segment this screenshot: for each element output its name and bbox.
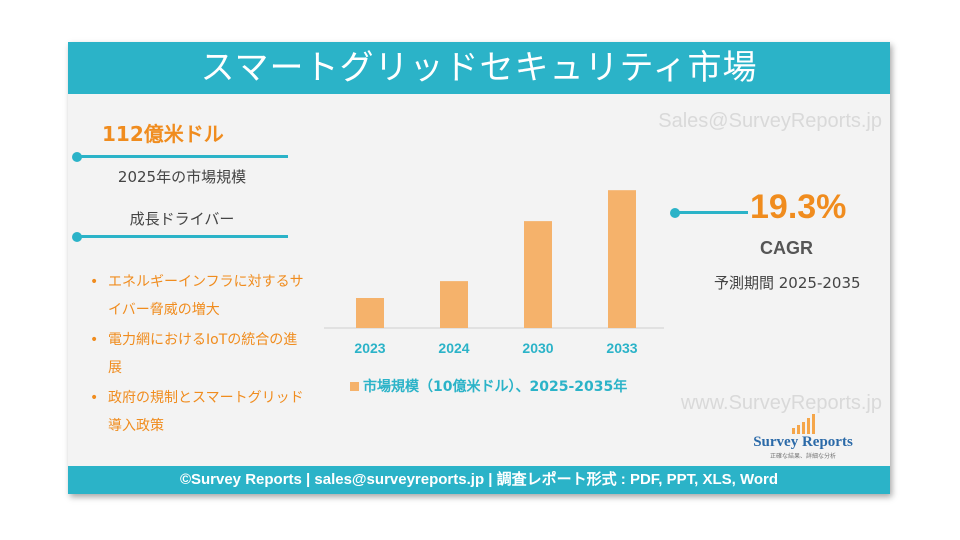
forecast-period: 予測期間 2025-2035: [714, 274, 861, 292]
footer: ©Survey Reports | sales@surveyreports.jp…: [68, 466, 890, 494]
x-tick-label-2023: 2023: [354, 340, 385, 356]
drivers-heading: 成長ドライバー: [129, 210, 235, 228]
page-title: スマートグリッドセキュリティ市場: [68, 42, 890, 94]
driver-text: エネルギーインフラに対するサイバー脅威の増大: [108, 274, 304, 318]
bullet-icon: •: [90, 332, 99, 348]
x-tick-label-2024: 2024: [438, 340, 469, 356]
watermark-email: Sales@SurveyReports.jp: [658, 110, 882, 132]
logo-tagline: 正確な結果、詳細な分析: [769, 453, 836, 460]
x-tick-label-2033: 2033: [606, 340, 637, 356]
market-value: 112億米ドル: [102, 122, 224, 146]
infographic-card: スマートグリッドセキュリティ市場 Sales@SurveyReports.jp …: [68, 42, 890, 494]
bullet-icon: •: [90, 390, 99, 406]
bullet-icon: •: [90, 274, 99, 290]
driver-item: • 政府の規制とスマートグリッド導入政策: [86, 384, 306, 440]
bar-2033: [608, 190, 636, 328]
driver-text: 電力網におけるIoTの統合の進展: [108, 332, 298, 376]
driver-text: 政府の規制とスマートグリッド導入政策: [108, 390, 304, 434]
cagr-value: 19.3%: [750, 188, 847, 226]
market-value-label: 2025年の市場規模: [117, 168, 247, 186]
survey-reports-logo: Survey Reports 正確な結果、詳細な分析: [748, 414, 858, 460]
x-tick-label-2030: 2030: [522, 340, 553, 356]
bar-2023: [356, 298, 384, 328]
cagr-label: CAGR: [760, 238, 813, 258]
logo-name: Survey Reports: [753, 434, 853, 450]
divider-line: [76, 155, 288, 158]
legend-label: 市場規模（10億米ドル）、2025-2035年: [363, 379, 628, 395]
legend-swatch: [350, 382, 359, 391]
watermark-url: www.SurveyReports.jp: [680, 392, 882, 414]
market-size-bar-chart: 2023 2024 2030 2033: [324, 190, 664, 356]
bar-2030: [524, 221, 552, 328]
logo-bars-icon: [748, 414, 858, 434]
driver-item: • エネルギーインフラに対するサイバー脅威の増大: [86, 268, 306, 324]
bar-2024: [440, 281, 468, 328]
driver-item: • 電力網におけるIoTの統合の進展: [86, 326, 306, 382]
growth-drivers-list: • エネルギーインフラに対するサイバー脅威の増大 • 電力網におけるIoTの統合の進…: [86, 268, 306, 442]
chart-legend: 市場規模（10億米ドル）、2025-2035年: [350, 376, 627, 396]
cagr-connector-line: [674, 211, 748, 214]
divider-line: [76, 235, 288, 238]
